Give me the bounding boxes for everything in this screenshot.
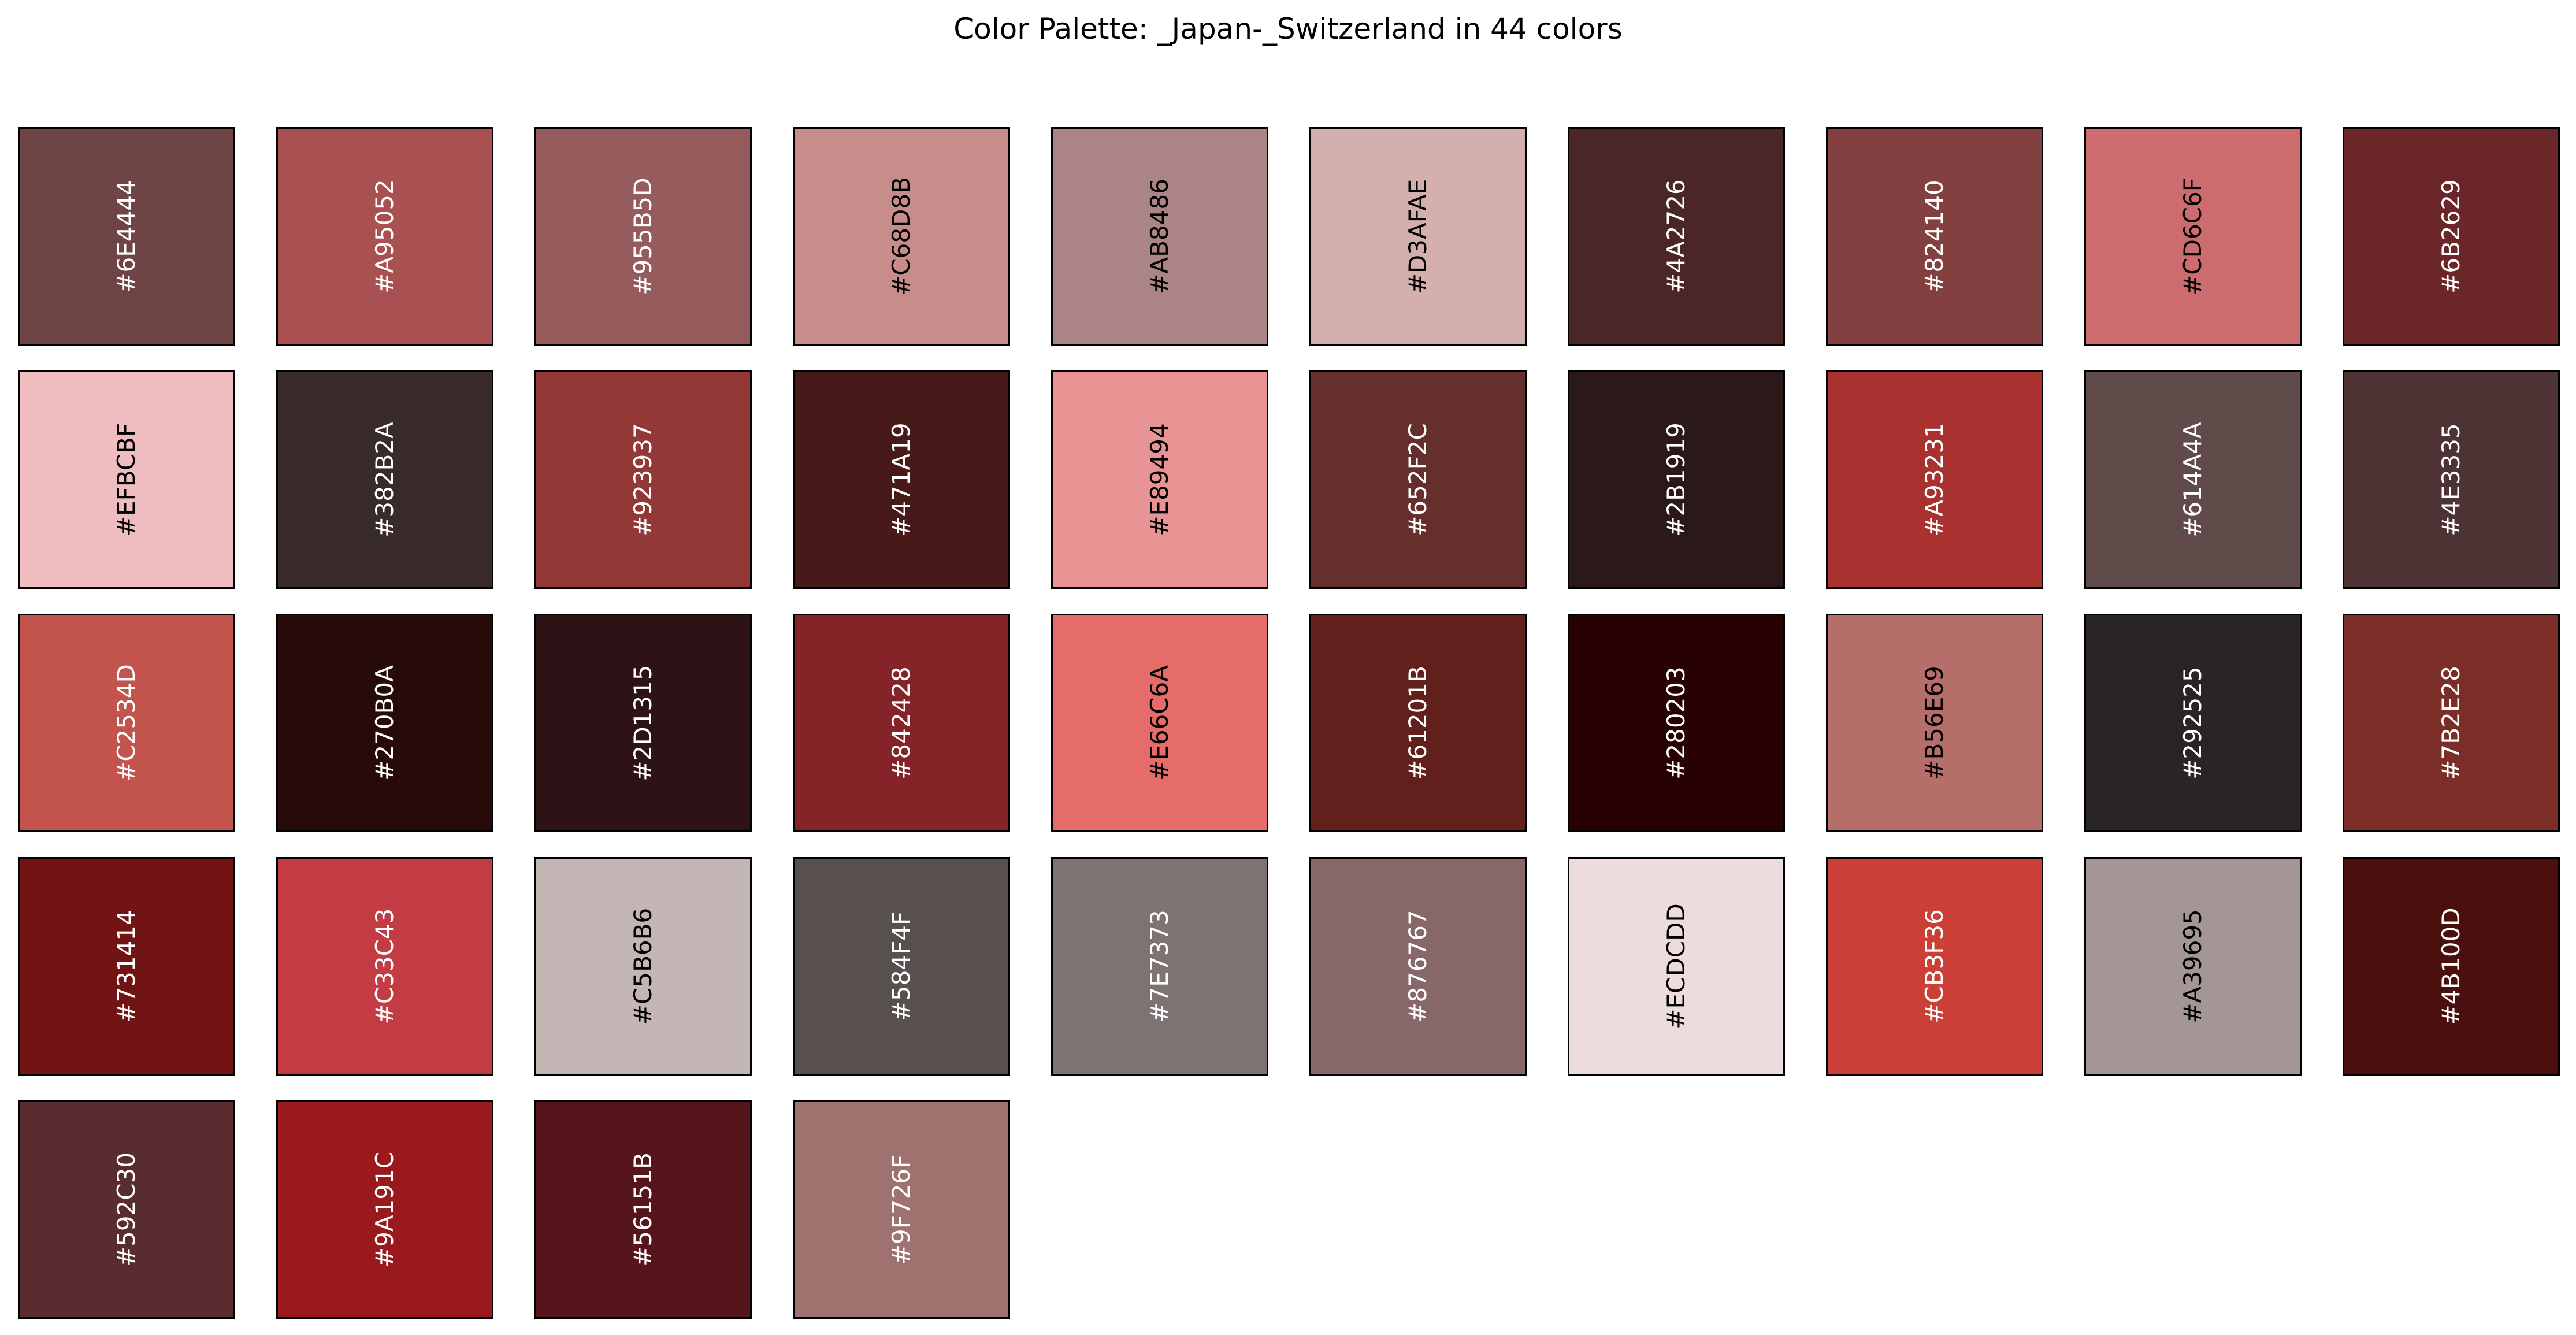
color-swatch: #EFBCBF <box>18 370 235 589</box>
swatch-hex-label: #61201B <box>1404 666 1432 780</box>
color-swatch: #955B5D <box>534 127 752 346</box>
color-swatch: #C2534D <box>18 614 235 832</box>
swatch-hex-label: #592C30 <box>112 1152 140 1267</box>
color-swatch: #2B1919 <box>1568 370 1785 589</box>
swatch-hex-label: #7B2E28 <box>2437 666 2465 780</box>
color-swatch: #292525 <box>2084 614 2302 832</box>
swatch-hex-label: #731414 <box>112 910 140 1023</box>
swatch-hex-label: #6B2629 <box>2437 179 2465 294</box>
swatch-hex-label: #2B1919 <box>1662 422 1690 537</box>
color-swatch: #B56E69 <box>1826 614 2043 832</box>
color-swatch: #E66C6A <box>1051 614 1268 832</box>
swatch-hex-label: #EFBCBF <box>112 422 140 537</box>
color-swatch: #824140 <box>1826 127 2043 346</box>
color-swatch: #584F4F <box>793 857 1010 1076</box>
swatch-hex-label: #4A2726 <box>1662 179 1690 294</box>
color-swatch: #E89494 <box>1051 370 1268 589</box>
color-swatch: #ECDCDD <box>1568 857 1785 1076</box>
swatch-hex-label: #614A4A <box>2178 422 2207 537</box>
color-swatch: #61201B <box>1309 614 1527 832</box>
color-swatch: #7B2E28 <box>2343 614 2560 832</box>
color-swatch: #D3AFAE <box>1309 127 1527 346</box>
swatch-hex-label: #C68D8B <box>887 177 915 296</box>
color-swatch: #731414 <box>18 857 235 1076</box>
swatch-hex-label: #292525 <box>2178 666 2207 780</box>
swatch-hex-label: #ECDCDD <box>1662 903 1690 1029</box>
swatch-hex-label: #56151B <box>629 1152 657 1267</box>
swatch-hex-label: #CB3F36 <box>1920 909 1948 1024</box>
swatch-hex-label: #D3AFAE <box>1404 179 1432 294</box>
swatch-hex-label: #4E3335 <box>2437 423 2465 536</box>
color-swatch: #842428 <box>793 614 1010 832</box>
swatch-hex-label: #652F2C <box>1404 423 1432 536</box>
color-swatch: #614A4A <box>2084 370 2302 589</box>
color-swatch: #592C30 <box>18 1100 235 1319</box>
swatch-hex-label: #382B2A <box>370 422 399 537</box>
swatch-hex-label: #A39695 <box>2178 909 2207 1024</box>
color-swatch: #9F726F <box>793 1100 1010 1319</box>
swatch-hex-label: #C33C43 <box>370 908 399 1025</box>
color-swatch: #382B2A <box>276 370 493 589</box>
color-swatch: #CD6C6F <box>2084 127 2302 346</box>
swatch-hex-label: #C2534D <box>112 664 140 782</box>
swatch-hex-label: #955B5D <box>629 177 657 295</box>
swatch-hex-label: #CD6C6F <box>2178 177 2207 295</box>
swatch-hex-label: #923937 <box>629 423 657 536</box>
color-swatch: #C68D8B <box>793 127 1010 346</box>
swatch-hex-label: #9A191C <box>370 1151 399 1268</box>
swatch-hex-label: #AB8486 <box>1145 179 1174 294</box>
swatch-hex-label: #A95052 <box>370 179 399 294</box>
swatch-hex-label: #6E4444 <box>112 180 140 293</box>
color-swatch: #A95052 <box>276 127 493 346</box>
color-swatch: #6E4444 <box>18 127 235 346</box>
color-swatch: #4A2726 <box>1568 127 1785 346</box>
swatch-hex-label: #471A19 <box>887 422 915 537</box>
page-title: Color Palette: _Japan-_Switzerland in 44… <box>953 12 1623 46</box>
color-swatch: #280203 <box>1568 614 1785 832</box>
swatch-hex-label: #842428 <box>887 666 915 780</box>
swatch-hex-label: #7E7373 <box>1145 910 1174 1023</box>
color-swatch: #7E7373 <box>1051 857 1268 1076</box>
color-swatch: #A93231 <box>1826 370 2043 589</box>
color-swatch: #C33C43 <box>276 857 493 1076</box>
swatch-hex-label: #C5B6B6 <box>629 907 657 1025</box>
color-swatch: #2D1315 <box>534 614 752 832</box>
swatch-hex-label: #2D1315 <box>629 665 657 781</box>
color-swatch: #CB3F36 <box>1826 857 2043 1076</box>
color-swatch: #9A191C <box>276 1100 493 1319</box>
swatch-hex-label: #A93231 <box>1920 422 1948 537</box>
swatch-hex-label: #9F726F <box>887 1154 915 1265</box>
color-swatch: #56151B <box>534 1100 752 1319</box>
swatch-hex-label: #824140 <box>1920 180 1948 293</box>
swatch-hex-label: #B56E69 <box>1920 666 1948 780</box>
color-swatch: #C5B6B6 <box>534 857 752 1076</box>
color-swatch: #270B0A <box>276 614 493 832</box>
swatch-hex-label: #280203 <box>1662 666 1690 780</box>
color-swatch: #A39695 <box>2084 857 2302 1076</box>
swatch-hex-label: #270B0A <box>370 665 399 781</box>
color-swatch: #652F2C <box>1309 370 1527 589</box>
color-swatch: #6B2629 <box>2343 127 2560 346</box>
swatch-hex-label: #4B100D <box>2437 907 2465 1025</box>
swatch-hex-label: #876767 <box>1404 910 1432 1023</box>
color-swatch: #4B100D <box>2343 857 2560 1076</box>
swatch-hex-label: #E89494 <box>1145 423 1174 536</box>
color-swatch: #4E3335 <box>2343 370 2560 589</box>
swatch-hex-label: #E66C6A <box>1145 665 1174 781</box>
color-swatch: #876767 <box>1309 857 1527 1076</box>
swatch-hex-label: #584F4F <box>887 911 915 1022</box>
color-swatch: #923937 <box>534 370 752 589</box>
color-swatch: #AB8486 <box>1051 127 1268 346</box>
color-swatch: #471A19 <box>793 370 1010 589</box>
